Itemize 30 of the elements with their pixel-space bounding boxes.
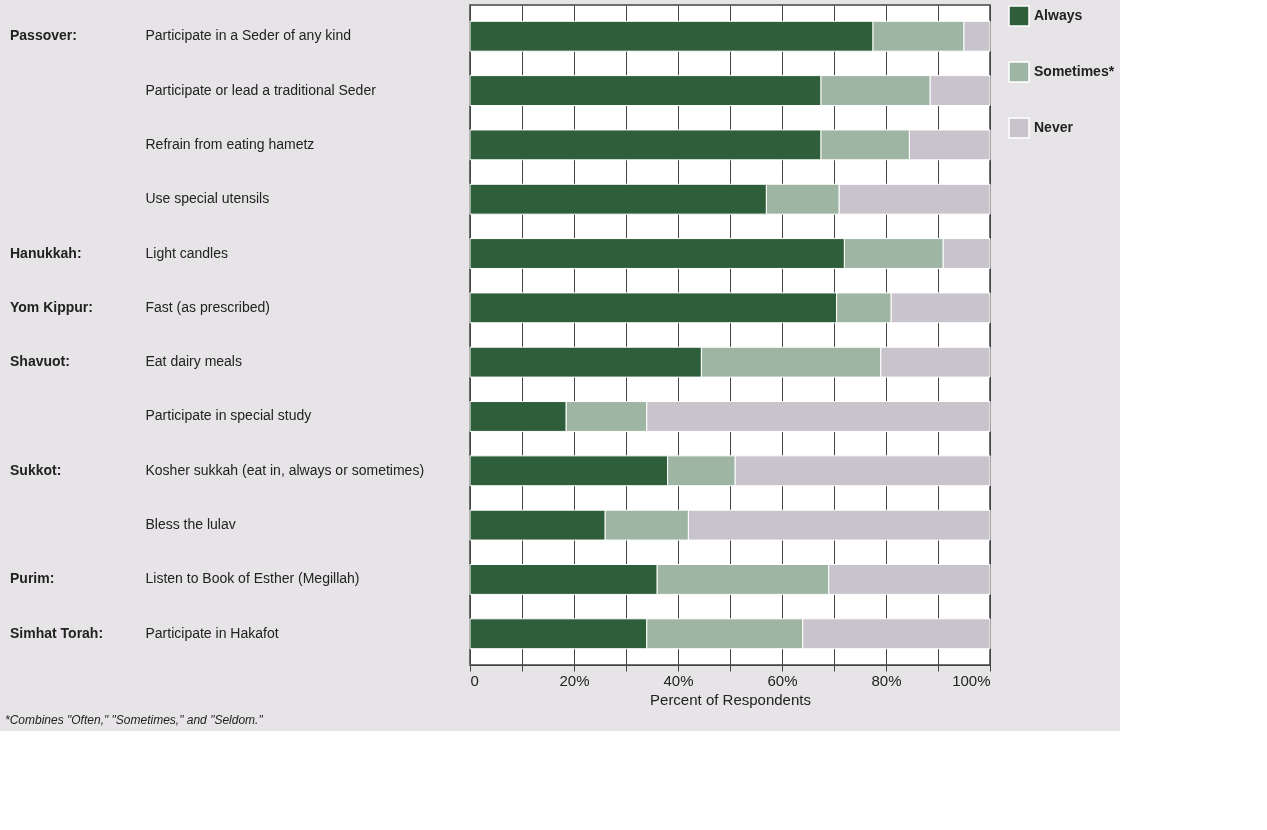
y-tick-label: Participate or lead a traditional Seder: [145, 81, 377, 98]
x-axis-title: Percent of Respondents: [650, 690, 811, 708]
y2-tick-label: Sukkot:: [10, 461, 62, 478]
y-tick-label: Participate in Hakafot: [145, 624, 279, 641]
x-tick-label: 80%: [871, 671, 902, 689]
y-tick-label: Light candles: [145, 244, 229, 261]
y-tick-label: Listen to Book of Esther (Megillah): [145, 570, 360, 587]
x-tick-label: 40%: [663, 671, 694, 689]
y-tick-label: Use special utensils: [145, 190, 270, 207]
y2-tick-label: Yom Kippur:: [10, 298, 93, 315]
y-tick-label: Participate in a Seder of any kind: [145, 27, 351, 44]
text: *Combines "Often," "Sometimes," and "Seldom.": [5, 713, 264, 727]
y-tick-label: Participate in special study: [145, 407, 312, 424]
x-tick-label: 100%: [952, 671, 991, 689]
y-tick-label: Fast (as prescribed): [145, 298, 270, 315]
x-tick-label: 60%: [767, 671, 798, 689]
y-tick-label: Kosher sukkah (eat in, always or sometimes): [145, 461, 425, 478]
x-tick-label: 20%: [559, 671, 590, 689]
y2-tick-label: Purim:: [10, 570, 55, 587]
y2-tick-label: Simhat Torah:: [10, 624, 104, 641]
y2-tick-label: Shavuot:: [10, 353, 70, 370]
y-tick-label: Bless the lulav: [145, 516, 236, 533]
legend-label: Never: [1034, 119, 1074, 135]
legend-label: Always: [1034, 7, 1083, 23]
y2-tick-label: Hanukkah:: [10, 244, 82, 261]
y-tick-label: Eat dairy meals: [145, 353, 242, 370]
x-tick-label: 0: [470, 671, 479, 689]
legend-label: Sometimes*: [1034, 63, 1115, 79]
y2-tick-label: Passover:: [10, 27, 77, 44]
y-tick-label: Refrain from eating hametz: [145, 135, 315, 152]
